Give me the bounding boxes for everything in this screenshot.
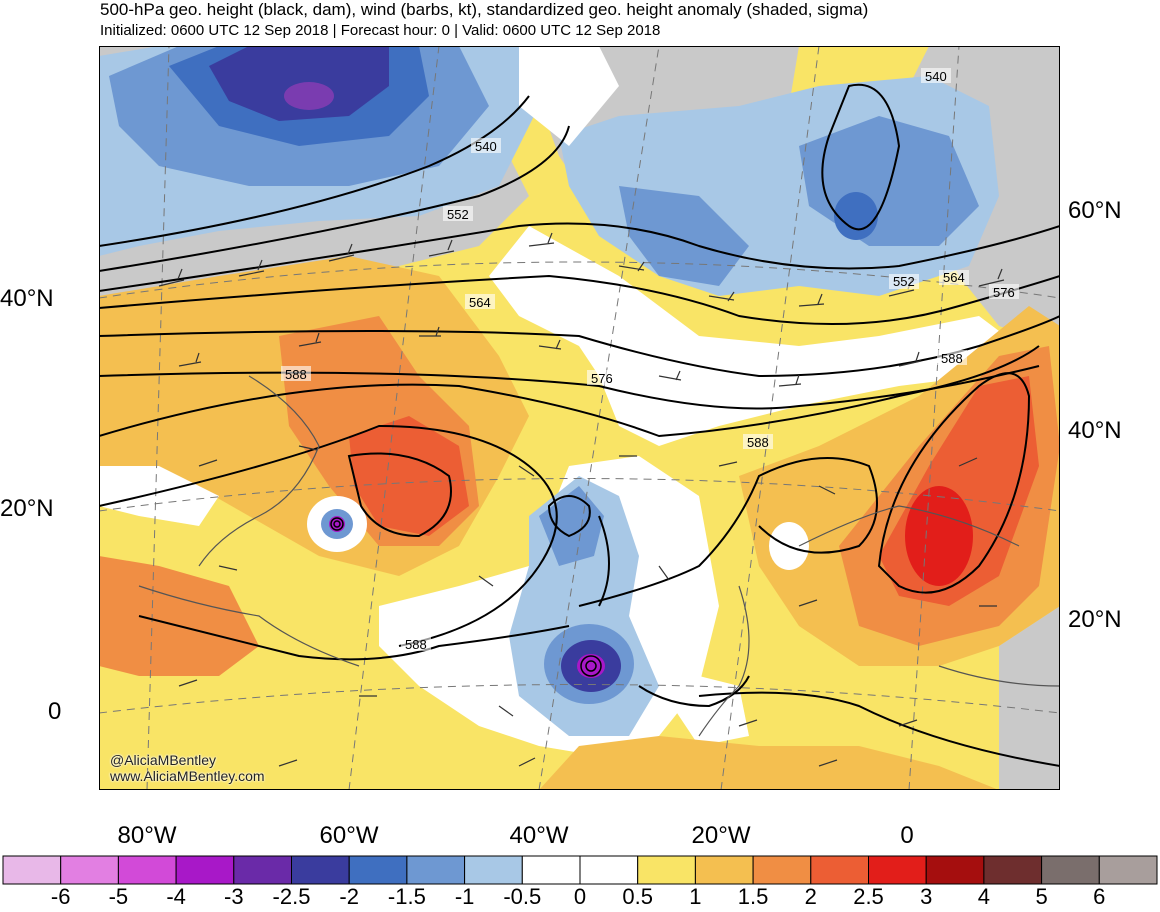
colorbar-swatch [694, 855, 754, 885]
colorbar-swatch [464, 855, 523, 885]
low-centers [330, 517, 602, 677]
anomaly-pos-south [539, 736, 999, 790]
colorbar-swatch [60, 855, 119, 885]
colorbar-tick-label: -4 [166, 884, 186, 909]
colorbar-swatch [925, 855, 985, 885]
coastlines [138, 375, 1060, 737]
colorbar-swatch [291, 855, 350, 885]
colorbar-swatch [348, 855, 408, 885]
colorbar-swatch [983, 855, 1043, 885]
contour-label: 540 [925, 69, 947, 84]
lat-label-left: 40°N [0, 285, 54, 312]
lat-label-right: 20°N [1068, 606, 1122, 633]
lon-label: 40°W [509, 822, 569, 849]
lat-label-right: 40°N [1068, 417, 1122, 444]
weather-map: 540 540 552 552 564 564 576 576 588 588 … [99, 46, 1060, 790]
colorbar-swatch [579, 855, 639, 885]
colorbar-tick-label: -0.5 [503, 884, 542, 909]
colorbar-tick-label: -6 [50, 884, 71, 909]
map-frame [99, 46, 1060, 790]
colorbar-swatch [117, 855, 177, 885]
colorbar-swatch [521, 855, 581, 885]
colorbar-tick-label: 2.5 [853, 884, 884, 909]
land-south-right [999, 606, 1060, 790]
colorbar-swatch [1098, 855, 1158, 885]
colorbar-swatch [1041, 855, 1100, 885]
colorbar-tick-label: 1 [689, 884, 702, 909]
contour-label: 576 [591, 371, 613, 386]
contour-label: 588 [285, 367, 307, 382]
anomaly-pos-west-core [349, 416, 469, 536]
contour-label: 552 [893, 274, 915, 289]
contour-label: 588 [941, 351, 963, 366]
colorbar-tick-label: -2.5 [272, 884, 311, 909]
credit-website: www.AliciaMBentley.com [110, 768, 265, 784]
colorbar-tick-label: 6 [1093, 884, 1106, 909]
contour-label: 552 [447, 207, 469, 222]
colorbar-tick-label: 5 [1035, 884, 1048, 909]
contour-label: 576 [993, 285, 1015, 300]
anomaly-neg-ne-core [834, 192, 878, 240]
colorbar-tick-label: 0 [573, 884, 587, 909]
lat-label-left: 0 [48, 698, 62, 725]
colorbar-swatch [233, 855, 293, 885]
colorbar-tick-label: 1.5 [737, 884, 769, 909]
colorbar-tick-label: -1.5 [387, 884, 426, 909]
colorbar [2, 855, 1158, 885]
lat-label-left: 20°N [0, 495, 54, 522]
map-subtitle: Initialized: 0600 UTC 12 Sep 2018 | Fore… [100, 22, 661, 39]
credit-handle: @AliciaMBentley [110, 752, 217, 768]
colorbar-swatch [752, 855, 812, 885]
lon-label: 80°W [117, 822, 177, 849]
graticule [99, 46, 1060, 790]
anomaly-neg-south-low-peak [577, 654, 605, 678]
colorbar-swatch [175, 855, 235, 885]
anomaly-neutral-west [99, 466, 219, 526]
colorbar-swatch [810, 855, 869, 885]
colorbar-tick-label: 3 [920, 884, 933, 909]
wind-barbs [158, 232, 1005, 767]
colorbar-tick-label: -5 [108, 884, 129, 909]
lon-label: 0 [900, 822, 914, 849]
height-contours [99, 83, 1060, 767]
colorbar-tick-label: -1 [454, 884, 475, 909]
colorbar-tick-label: -3 [224, 884, 244, 909]
contour-label: 540 [475, 139, 497, 154]
colorbar-swatch [868, 855, 927, 885]
colorbar-swatch [637, 855, 696, 885]
anomaly-neg-nw-peak [284, 82, 334, 110]
colorbar-swatch [406, 855, 466, 885]
map-title: 500-hPa geo. height (black, dam), wind (… [100, 0, 869, 19]
lat-label-right: 60°N [1068, 197, 1122, 224]
anomaly-pos-east-peak [905, 486, 973, 586]
contour-label: 564 [469, 295, 491, 310]
colorbar-swatch [2, 855, 62, 885]
contour-label: 564 [943, 270, 965, 285]
anomaly-neutral-jet [519, 46, 619, 146]
anomaly-neg-ne-inner [619, 186, 749, 286]
colorbar-tick-label: 4 [977, 884, 991, 909]
lon-label: 20°W [691, 822, 751, 849]
lon-label: 60°W [319, 822, 379, 849]
colorbar-tick-label: -2 [339, 884, 359, 909]
colorbar-tick-label: 2 [804, 884, 817, 909]
contour-label: 588 [747, 435, 769, 450]
colorbar-tick-label: 0.5 [622, 884, 653, 909]
contour-label: 588 [405, 637, 427, 652]
